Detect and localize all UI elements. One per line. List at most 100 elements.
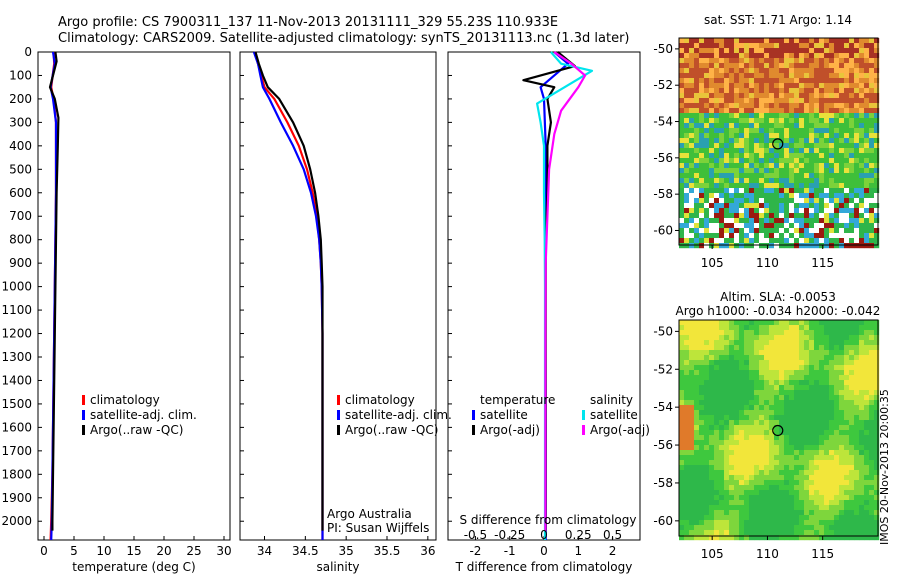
legend-label: satellite (480, 408, 528, 422)
map-cell (824, 450, 830, 456)
map-cell (699, 243, 705, 249)
map-cell (784, 410, 790, 416)
map-cell (814, 78, 820, 84)
map-cell (844, 123, 850, 129)
map-cell (824, 208, 830, 214)
map-cell (744, 360, 750, 366)
map-cell (779, 450, 785, 456)
map-cell (824, 188, 830, 194)
map-cell (834, 535, 840, 541)
map-cell (829, 465, 835, 471)
map-cell (814, 420, 820, 426)
map-cell (764, 113, 770, 119)
map-cell (774, 460, 780, 466)
map-cell (754, 435, 760, 441)
map-cell (734, 93, 740, 99)
map-cell (829, 325, 835, 331)
map-cell (734, 163, 740, 169)
map-cell (809, 370, 815, 376)
map-cell (679, 113, 685, 119)
map-cell (719, 138, 725, 144)
map-cell (834, 380, 840, 386)
map-cell (779, 400, 785, 406)
map-cell (764, 435, 770, 441)
map-cell (699, 495, 705, 501)
map-cell (734, 233, 740, 239)
map-cell (839, 133, 845, 139)
map-cell (684, 53, 690, 59)
map-cell (774, 380, 780, 386)
map-cell (699, 213, 705, 219)
map-cell (789, 480, 795, 486)
map-cell (779, 385, 785, 391)
map-cell (804, 78, 810, 84)
map-cell (849, 515, 855, 521)
map-cell (814, 143, 820, 149)
map-cell (759, 330, 765, 336)
map-cell (794, 495, 800, 501)
map-cell (734, 68, 740, 74)
map-cell (789, 335, 795, 341)
map-cell (804, 108, 810, 114)
map-cell (839, 395, 845, 401)
map-cell (779, 208, 785, 214)
map-cell (859, 108, 865, 114)
map-cell (749, 410, 755, 416)
map-cell (844, 385, 850, 391)
map-cell (709, 53, 715, 59)
map-cell (694, 405, 700, 411)
map-cell (834, 238, 840, 244)
map-cell (794, 340, 800, 346)
map-cell (849, 435, 855, 441)
map-cell (789, 233, 795, 239)
map-cell (684, 148, 690, 154)
map-cell (859, 495, 865, 501)
map-cell (719, 445, 725, 451)
map-cell (814, 365, 820, 371)
argo-location-marker (772, 424, 784, 437)
map-cell (689, 365, 695, 371)
map-cell (724, 73, 730, 79)
map-cell (714, 128, 720, 134)
map-cell (719, 345, 725, 351)
map-cell (874, 88, 880, 94)
map-cell (684, 198, 690, 204)
map-cell (729, 490, 735, 496)
map-cell (709, 500, 715, 506)
map-cell (739, 133, 745, 139)
map-cell (694, 103, 700, 109)
map-cell (794, 63, 800, 69)
map-cell (689, 430, 695, 436)
map-cell (709, 395, 715, 401)
map-cell (739, 350, 745, 356)
map-cell (774, 208, 780, 214)
map-cell (839, 430, 845, 436)
map-cell (784, 73, 790, 79)
map-cell (699, 390, 705, 396)
map-cell (749, 395, 755, 401)
map-cell (689, 530, 695, 536)
map-cell (749, 83, 755, 89)
map-cell (759, 335, 765, 341)
map-cell (844, 133, 850, 139)
map-cell (829, 153, 835, 159)
map-cell (804, 345, 810, 351)
map-cell (839, 495, 845, 501)
map-cell (769, 163, 775, 169)
y-tick-label: 1500 (1, 397, 32, 411)
map-cell (754, 183, 760, 189)
map-cell (749, 360, 755, 366)
map-cell (849, 233, 855, 239)
map-cell (859, 158, 865, 164)
map-cell (749, 183, 755, 189)
map-cell (794, 365, 800, 371)
map-cell (779, 143, 785, 149)
map-cell (774, 148, 780, 154)
map-cell (774, 193, 780, 199)
y-tick-label: 900 (9, 256, 32, 270)
map-cell (739, 113, 745, 119)
map-cell (764, 68, 770, 74)
map-cell (869, 405, 875, 411)
map-cell (684, 43, 690, 49)
map-cell (759, 405, 765, 411)
